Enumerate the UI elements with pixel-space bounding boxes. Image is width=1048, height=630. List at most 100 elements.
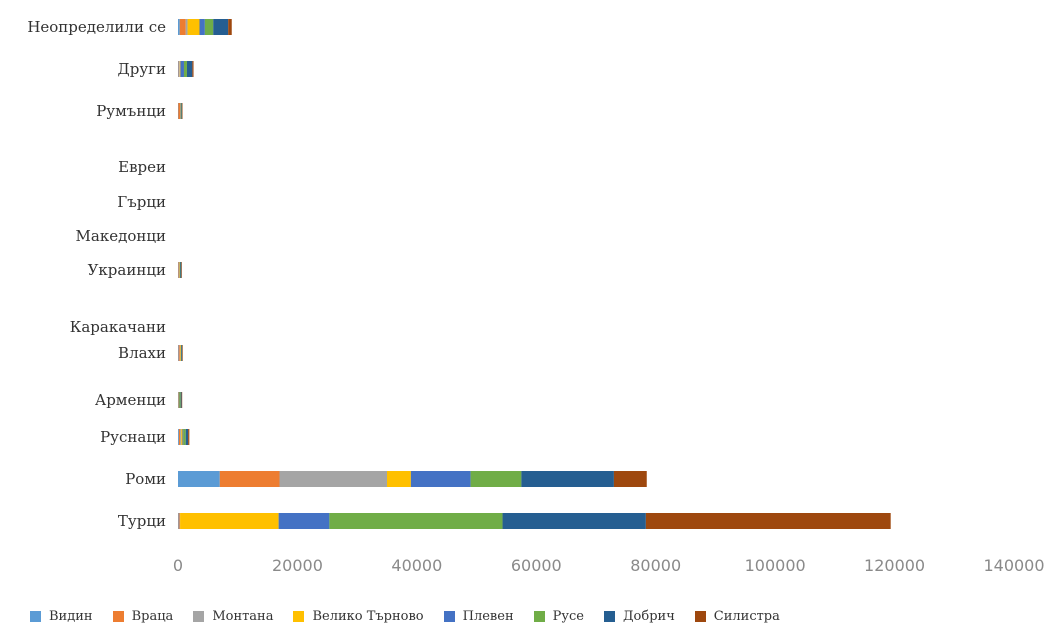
stacked-bar-chart: Неопределили се Други Румънци Евреи Гърци Мак… [27,18,1045,575]
bar-segment [278,513,330,529]
bars [178,19,891,529]
bar-segment [181,262,182,278]
bar-segment [179,61,180,77]
bar-segment [182,345,183,361]
bar-segment [178,471,220,487]
category-label: Други [118,60,166,78]
category-label: Каракачани [70,318,166,336]
x-tick-label: 0 [173,556,183,575]
bar-segment [188,429,190,445]
bar-segment [179,61,181,77]
legend-swatch [112,610,124,622]
legend-swatch [443,610,455,622]
bar-segment [179,19,186,35]
bar-segment [470,471,522,487]
bar-segment [185,429,189,445]
bar-segment [410,471,471,487]
bar-segment [181,429,183,445]
category-label: Арменци [95,391,166,409]
bar-segment [279,471,387,487]
legend-item: Велико Търново [293,608,424,624]
bar-segment [180,345,181,361]
legend-swatch [533,610,545,622]
bar-segment [180,262,182,278]
legend-label: Враца [131,608,174,624]
bar-segment [178,19,180,35]
bar-segment [645,513,891,529]
bar-segment [178,61,179,77]
bar-segment [228,19,232,35]
bar-segment [178,429,181,445]
category-label: Неопределили се [27,18,166,36]
category-label: Роми [125,470,166,488]
legend-label: Русе [552,608,584,624]
legend-item: Видин [30,609,93,624]
x-tick-label: 100000 [745,556,806,575]
bar-segment [502,513,646,529]
category-label: Гърци [117,193,166,211]
legend-item: Плевен [443,609,514,624]
bar-segment [178,103,181,119]
bar-segment [187,19,200,35]
legend-item: Добрич [603,608,675,624]
legend-swatch [603,610,615,622]
legend-swatch [293,610,305,622]
legend-swatch [193,610,205,622]
bar-segment [387,471,411,487]
bar-segment [521,471,614,487]
bar-segment [178,345,179,361]
bar-segment [199,19,205,35]
category-labels: Неопределили се Други Румънци Евреи Гърци Мак… [27,18,166,530]
bar-segment [192,61,194,77]
bar-segment [183,429,186,445]
legend-label: Монтана [212,608,274,624]
bar-segment [181,103,183,119]
bar-segment [181,345,183,361]
bar-segment [181,392,183,408]
legend-swatch [30,610,41,622]
bar-segment [183,61,187,77]
category-label: Руснаци [100,428,166,446]
bar-segment [180,61,184,77]
bar-segment [178,262,179,278]
bar-segment [613,471,647,487]
category-label: Румънци [96,102,166,120]
bar-segment [179,345,181,361]
bar-segment [219,471,280,487]
x-axis-tick-labels: 0 20000 40000 60000 80000 100000 120000 140000 [173,556,1045,575]
category-label: Украинци [88,261,166,279]
bar-segment [178,513,179,529]
bar-segment [179,392,181,408]
legend-swatch [694,610,706,622]
x-tick-label: 120000 [864,556,925,575]
bar-segment [204,19,214,35]
bar-segment [178,513,180,529]
bar-segment [179,513,181,529]
legend-item: Враца [112,608,174,624]
bar-segment [213,19,229,35]
x-tick-label: 60000 [511,556,562,575]
category-label: Турци [118,512,166,530]
legend: Видин Враца Монтана Велико Търново Плевен Рус… [30,606,1040,626]
x-tick-label: 40000 [391,556,442,575]
bar-segment [178,429,179,445]
legend-item: Русе [533,608,584,624]
x-tick-label: 80000 [630,556,681,575]
bar-segment [179,262,180,278]
bar-segment [181,103,182,119]
category-label: Евреи [118,158,166,176]
legend-label: Добрич [622,608,675,624]
legend-item: Монтана [193,609,273,624]
bar-segment [329,513,503,529]
legend-label: Видин [49,608,93,624]
x-tick-label: 140000 [983,556,1044,575]
bar-segment [186,61,193,77]
category-label: Влахи [118,344,166,362]
bar-segment [178,345,180,361]
bar-segment [182,429,184,445]
bar-segment [178,61,180,77]
bar-segment [180,429,182,445]
legend-item: Силистра [694,609,780,624]
bar-segment [185,19,188,35]
legend-label: Велико Търново [312,608,424,624]
